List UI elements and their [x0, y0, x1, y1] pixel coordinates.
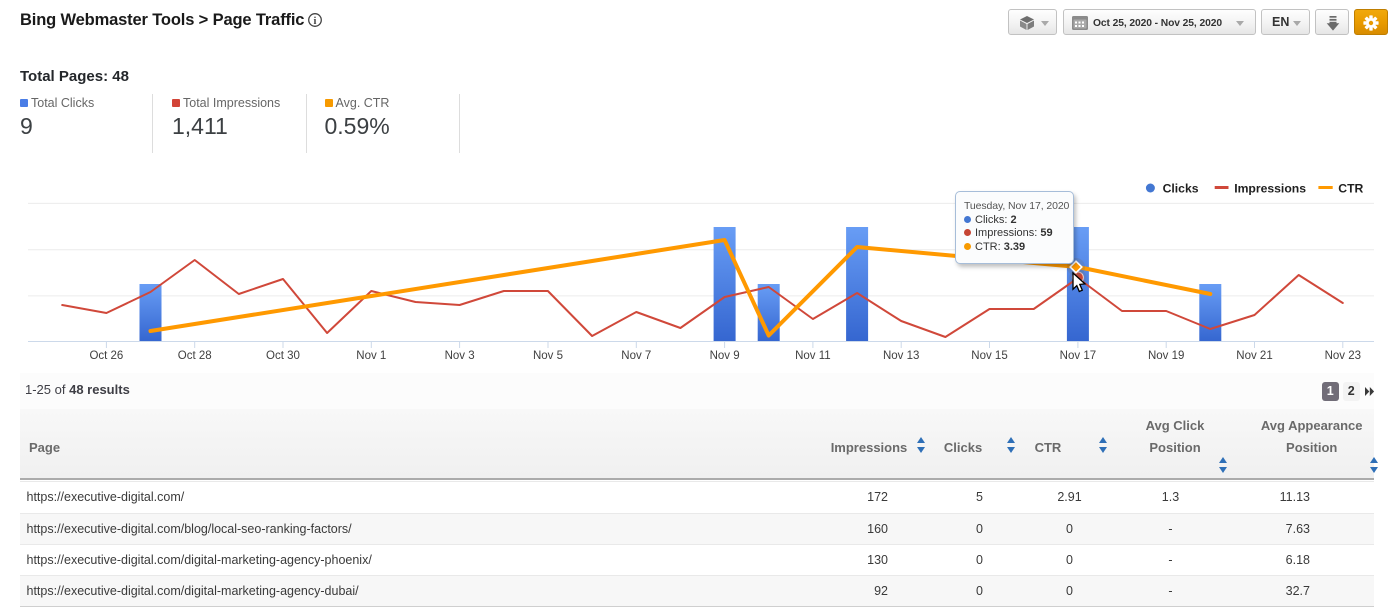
svg-text:Nov 3: Nov 3 [445, 350, 475, 362]
svg-text:Nov 13: Nov 13 [883, 350, 919, 362]
svg-text:CTR: CTR [1338, 182, 1363, 196]
svg-text:Oct 28: Oct 28 [178, 350, 212, 362]
svg-text:Nov 19: Nov 19 [1148, 350, 1184, 362]
svg-text:Nov 17: Nov 17 [1060, 350, 1096, 362]
svg-text:i: i [314, 16, 317, 27]
svg-text:Clicks: Clicks [1163, 182, 1199, 196]
svg-text:Nov 21: Nov 21 [1236, 350, 1272, 362]
svg-text:Impressions: Impressions [1234, 182, 1306, 196]
svg-text:Nov 9: Nov 9 [710, 350, 740, 362]
svg-text:Nov 7: Nov 7 [621, 350, 651, 362]
svg-text:Nov 11: Nov 11 [795, 350, 831, 362]
svg-text:Nov 15: Nov 15 [971, 350, 1007, 362]
svg-text:Nov 1: Nov 1 [356, 350, 386, 362]
svg-text:Oct 26: Oct 26 [89, 350, 123, 362]
svg-text:Nov 5: Nov 5 [533, 350, 563, 362]
svg-text:Nov 23: Nov 23 [1325, 350, 1361, 362]
svg-text:Oct 30: Oct 30 [266, 350, 300, 362]
